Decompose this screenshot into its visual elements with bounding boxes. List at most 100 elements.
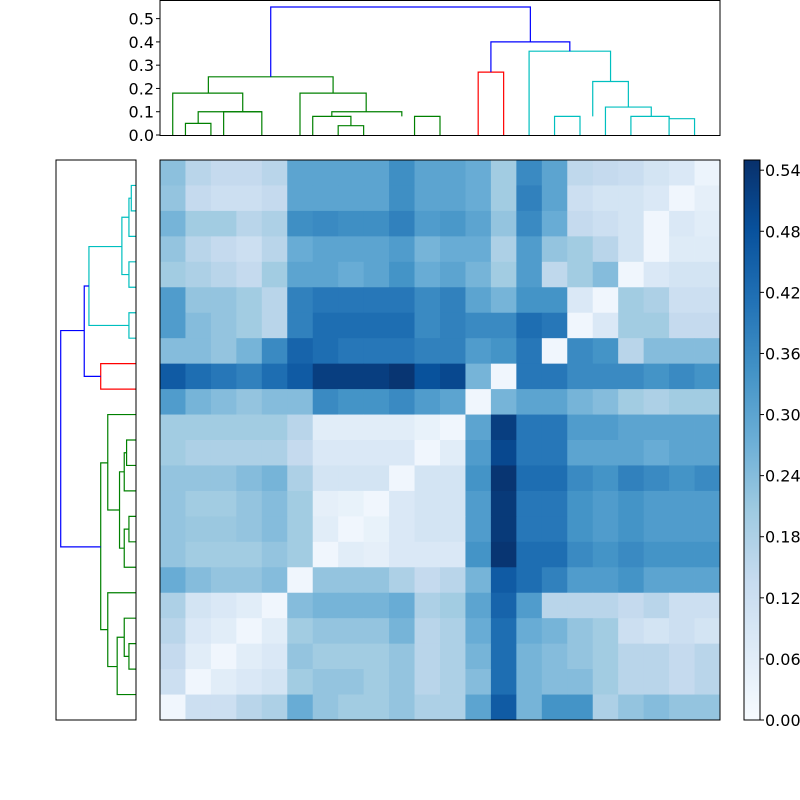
heatmap-cell <box>541 185 568 212</box>
heatmap-cell <box>287 567 314 594</box>
heatmap-cell <box>389 440 415 466</box>
heatmap-cell <box>694 210 721 237</box>
heatmap-cell <box>694 389 721 415</box>
heatmap-cell <box>261 363 288 390</box>
heatmap-cell <box>185 643 212 670</box>
heatmap-cell <box>236 618 263 645</box>
heatmap-cell <box>312 694 339 721</box>
heatmap-cell <box>389 592 415 619</box>
heatmap-cell <box>312 312 339 339</box>
heatmap-cell <box>440 440 466 466</box>
heatmap-cell <box>516 567 543 594</box>
heatmap-cell <box>287 465 314 492</box>
heatmap-cell <box>160 210 186 237</box>
heatmap-cell <box>160 465 186 492</box>
heatmap-cell <box>160 160 186 186</box>
heatmap-cell <box>567 389 594 415</box>
heatmap-cell <box>490 567 517 594</box>
colorbar-tick-label: 0.54 <box>765 161 800 180</box>
heatmap-cell <box>592 160 619 186</box>
heatmap-cell <box>389 185 415 212</box>
heatmap-cell <box>261 592 288 619</box>
heatmap-cell <box>516 414 543 441</box>
heatmap-cell <box>363 465 390 492</box>
heatmap-cell <box>210 669 237 695</box>
heatmap-cell <box>338 389 365 415</box>
heatmap-cell <box>287 236 314 263</box>
heatmap-cell <box>694 592 721 619</box>
heatmap-cell <box>363 567 390 594</box>
heatmap-cell <box>210 389 237 415</box>
heatmap-cell <box>261 490 288 517</box>
heatmap-cell <box>363 210 390 237</box>
heatmap-cell <box>210 414 237 441</box>
heatmap-cell <box>618 465 645 492</box>
heatmap-cell <box>312 465 339 492</box>
heatmap-cell <box>592 516 619 543</box>
heatmap-cell <box>490 414 517 441</box>
heatmap-cell <box>490 669 517 695</box>
heatmap-cell <box>592 618 619 645</box>
heatmap-cell <box>389 643 415 670</box>
heatmap-cell <box>618 694 645 721</box>
colorbar: 0.00 0.06 0.12 0.18 0.24 0.30 0.36 0.42 0.48 0.54 <box>743 159 800 730</box>
heatmap-cell <box>363 694 390 721</box>
heatmap-cell <box>261 261 288 288</box>
heatmap-cell <box>618 185 645 212</box>
heatmap-cell <box>669 389 695 415</box>
heatmap-cell <box>440 643 466 670</box>
heatmap-cell <box>363 643 390 670</box>
heatmap-cell <box>287 618 314 645</box>
heatmap-cell <box>694 160 721 186</box>
heatmap-cell <box>389 287 415 314</box>
heatmap-cell <box>236 669 263 695</box>
heatmap-cell <box>236 516 263 543</box>
top-dendrogram-link <box>197 111 262 124</box>
heatmap-cell <box>516 694 543 721</box>
heatmap-cell <box>669 618 695 645</box>
heatmap-cell <box>287 643 314 670</box>
heatmap-cell <box>541 389 568 415</box>
heatmap-cell <box>516 287 543 314</box>
heatmap-cell <box>185 287 212 314</box>
heatmap-cell <box>414 490 441 517</box>
heatmap-cell <box>643 389 670 415</box>
heatmap-cell <box>414 261 441 288</box>
heatmap-cell <box>490 618 517 645</box>
heatmap-cell <box>312 185 339 212</box>
heatmap-cell <box>389 669 415 695</box>
heatmap-cell <box>312 414 339 441</box>
heatmap-cell <box>567 516 594 543</box>
heatmap-cell <box>643 287 670 314</box>
heatmap-cell <box>210 160 237 186</box>
heatmap-cell <box>185 261 212 288</box>
heatmap-cell <box>312 363 339 390</box>
heatmap-cell <box>287 363 314 390</box>
heatmap-cell <box>516 261 543 288</box>
heatmap-cell <box>363 338 390 365</box>
colorbar-tick-label: 0.18 <box>765 528 800 547</box>
heatmap-cell <box>414 440 441 466</box>
heatmap-cell <box>465 160 492 186</box>
heatmap-cell <box>567 490 594 517</box>
heatmap-cell <box>516 338 543 365</box>
heatmap-cell <box>261 643 288 670</box>
heatmap-cell <box>567 541 594 568</box>
heatmap-cell <box>694 669 721 695</box>
heatmap-cell <box>160 312 186 339</box>
heatmap-cell <box>490 389 517 415</box>
heatmap-cell <box>694 440 721 466</box>
heatmap-cell <box>465 363 492 390</box>
heatmap-cell <box>338 516 365 543</box>
heatmap-cell <box>643 490 670 517</box>
heatmap-cell <box>541 567 568 594</box>
heatmap-cell <box>490 592 517 619</box>
heatmap-cell <box>312 389 339 415</box>
heatmap-cell <box>287 440 314 466</box>
heatmap-cell <box>465 694 492 721</box>
heatmap-cell <box>338 567 365 594</box>
heatmap-cell <box>465 389 492 415</box>
heatmap-cell <box>541 236 568 263</box>
heatmap-cell <box>618 312 645 339</box>
left-dendrogram-link <box>60 329 101 548</box>
